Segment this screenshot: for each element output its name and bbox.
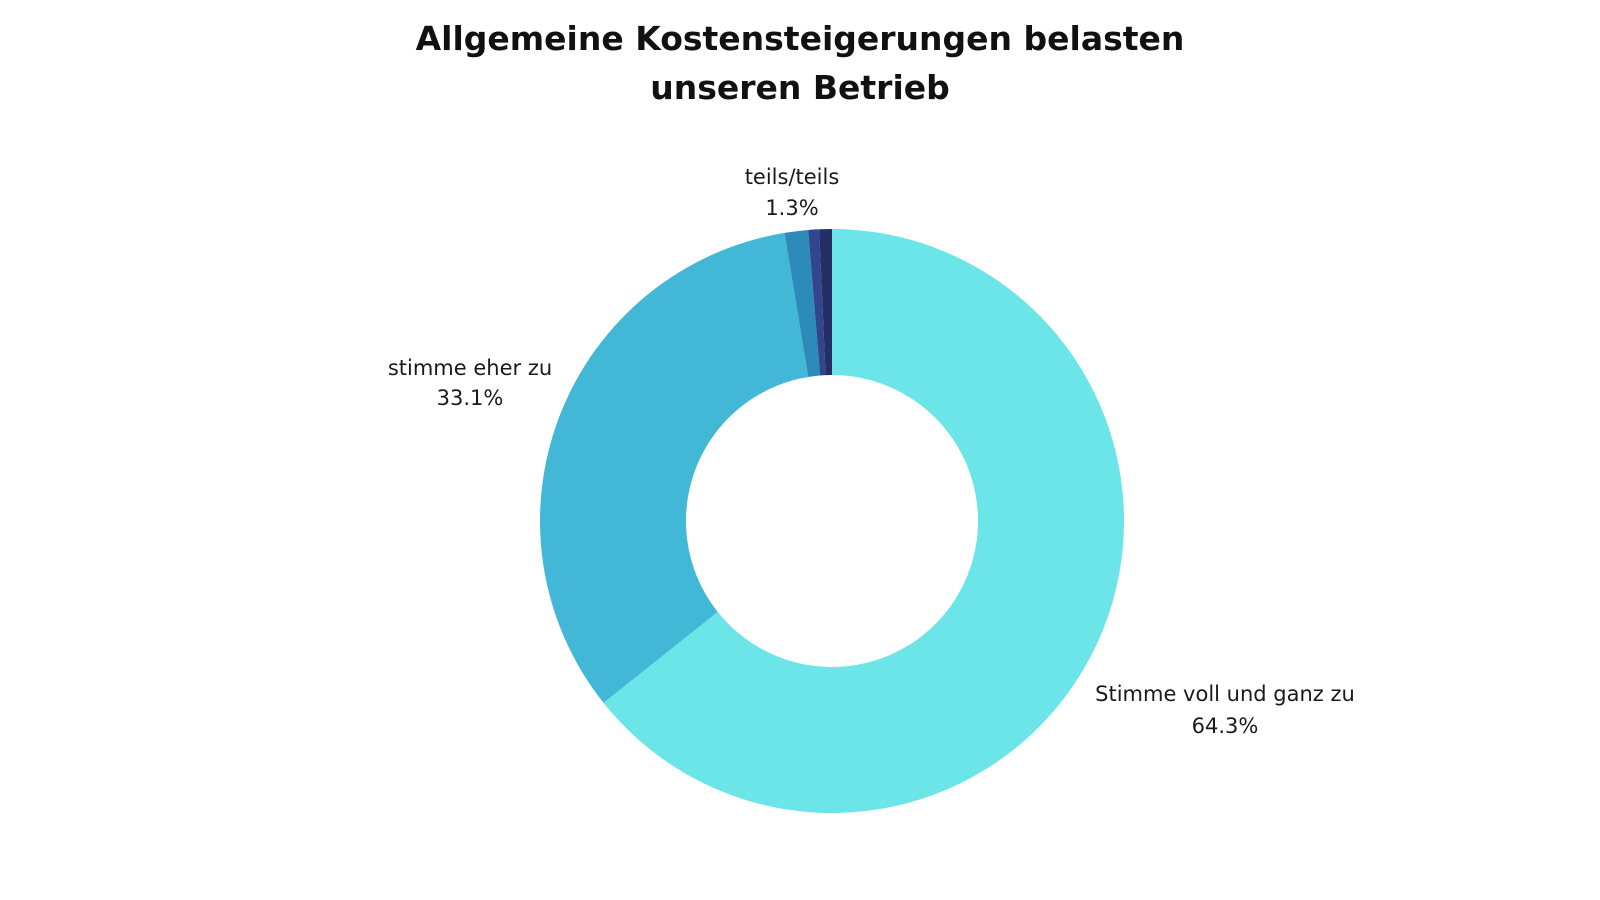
donut-slice-stimme-voll-und-ganz-zu <box>603 229 1124 814</box>
donut-slices <box>540 229 1124 814</box>
slice-label-stimme-voll-und-ganz-zu: Stimme voll und ganz zu 64.3% <box>1095 682 1355 738</box>
slice-label-stimme-eher-zu: stimme eher zu 33.1% <box>388 356 552 410</box>
chart-title-line-2: unseren Betrieb <box>650 68 950 107</box>
donut-slice-teils-teils <box>784 229 821 377</box>
slice-value-stimme-eher-zu: 33.1% <box>437 386 504 410</box>
slice-label-teils-teils: teils/teils 1.3% <box>745 165 840 220</box>
slice-value-teils-teils: 1.3% <box>765 196 818 220</box>
slice-labels: Stimme voll und ganz zu 64.3% stimme eher… <box>388 165 1355 738</box>
donut-slice-unlabeled-4 <box>819 229 832 376</box>
donut-slice-stimme-eher-zu <box>540 232 809 703</box>
slice-name-teils-teils: teils/teils <box>745 165 840 189</box>
slice-name-stimme-voll-und-ganz-zu: Stimme voll und ganz zu <box>1095 682 1355 706</box>
chart-title: Allgemeine Kostensteigerungen belasten u… <box>0 14 1600 112</box>
slice-value-stimme-voll-und-ganz-zu: 64.3% <box>1192 714 1259 738</box>
slice-name-stimme-eher-zu: stimme eher zu <box>388 356 552 380</box>
chart-title-line-1: Allgemeine Kostensteigerungen belasten <box>415 19 1185 58</box>
donut-slice-unlabeled-3 <box>808 229 826 376</box>
